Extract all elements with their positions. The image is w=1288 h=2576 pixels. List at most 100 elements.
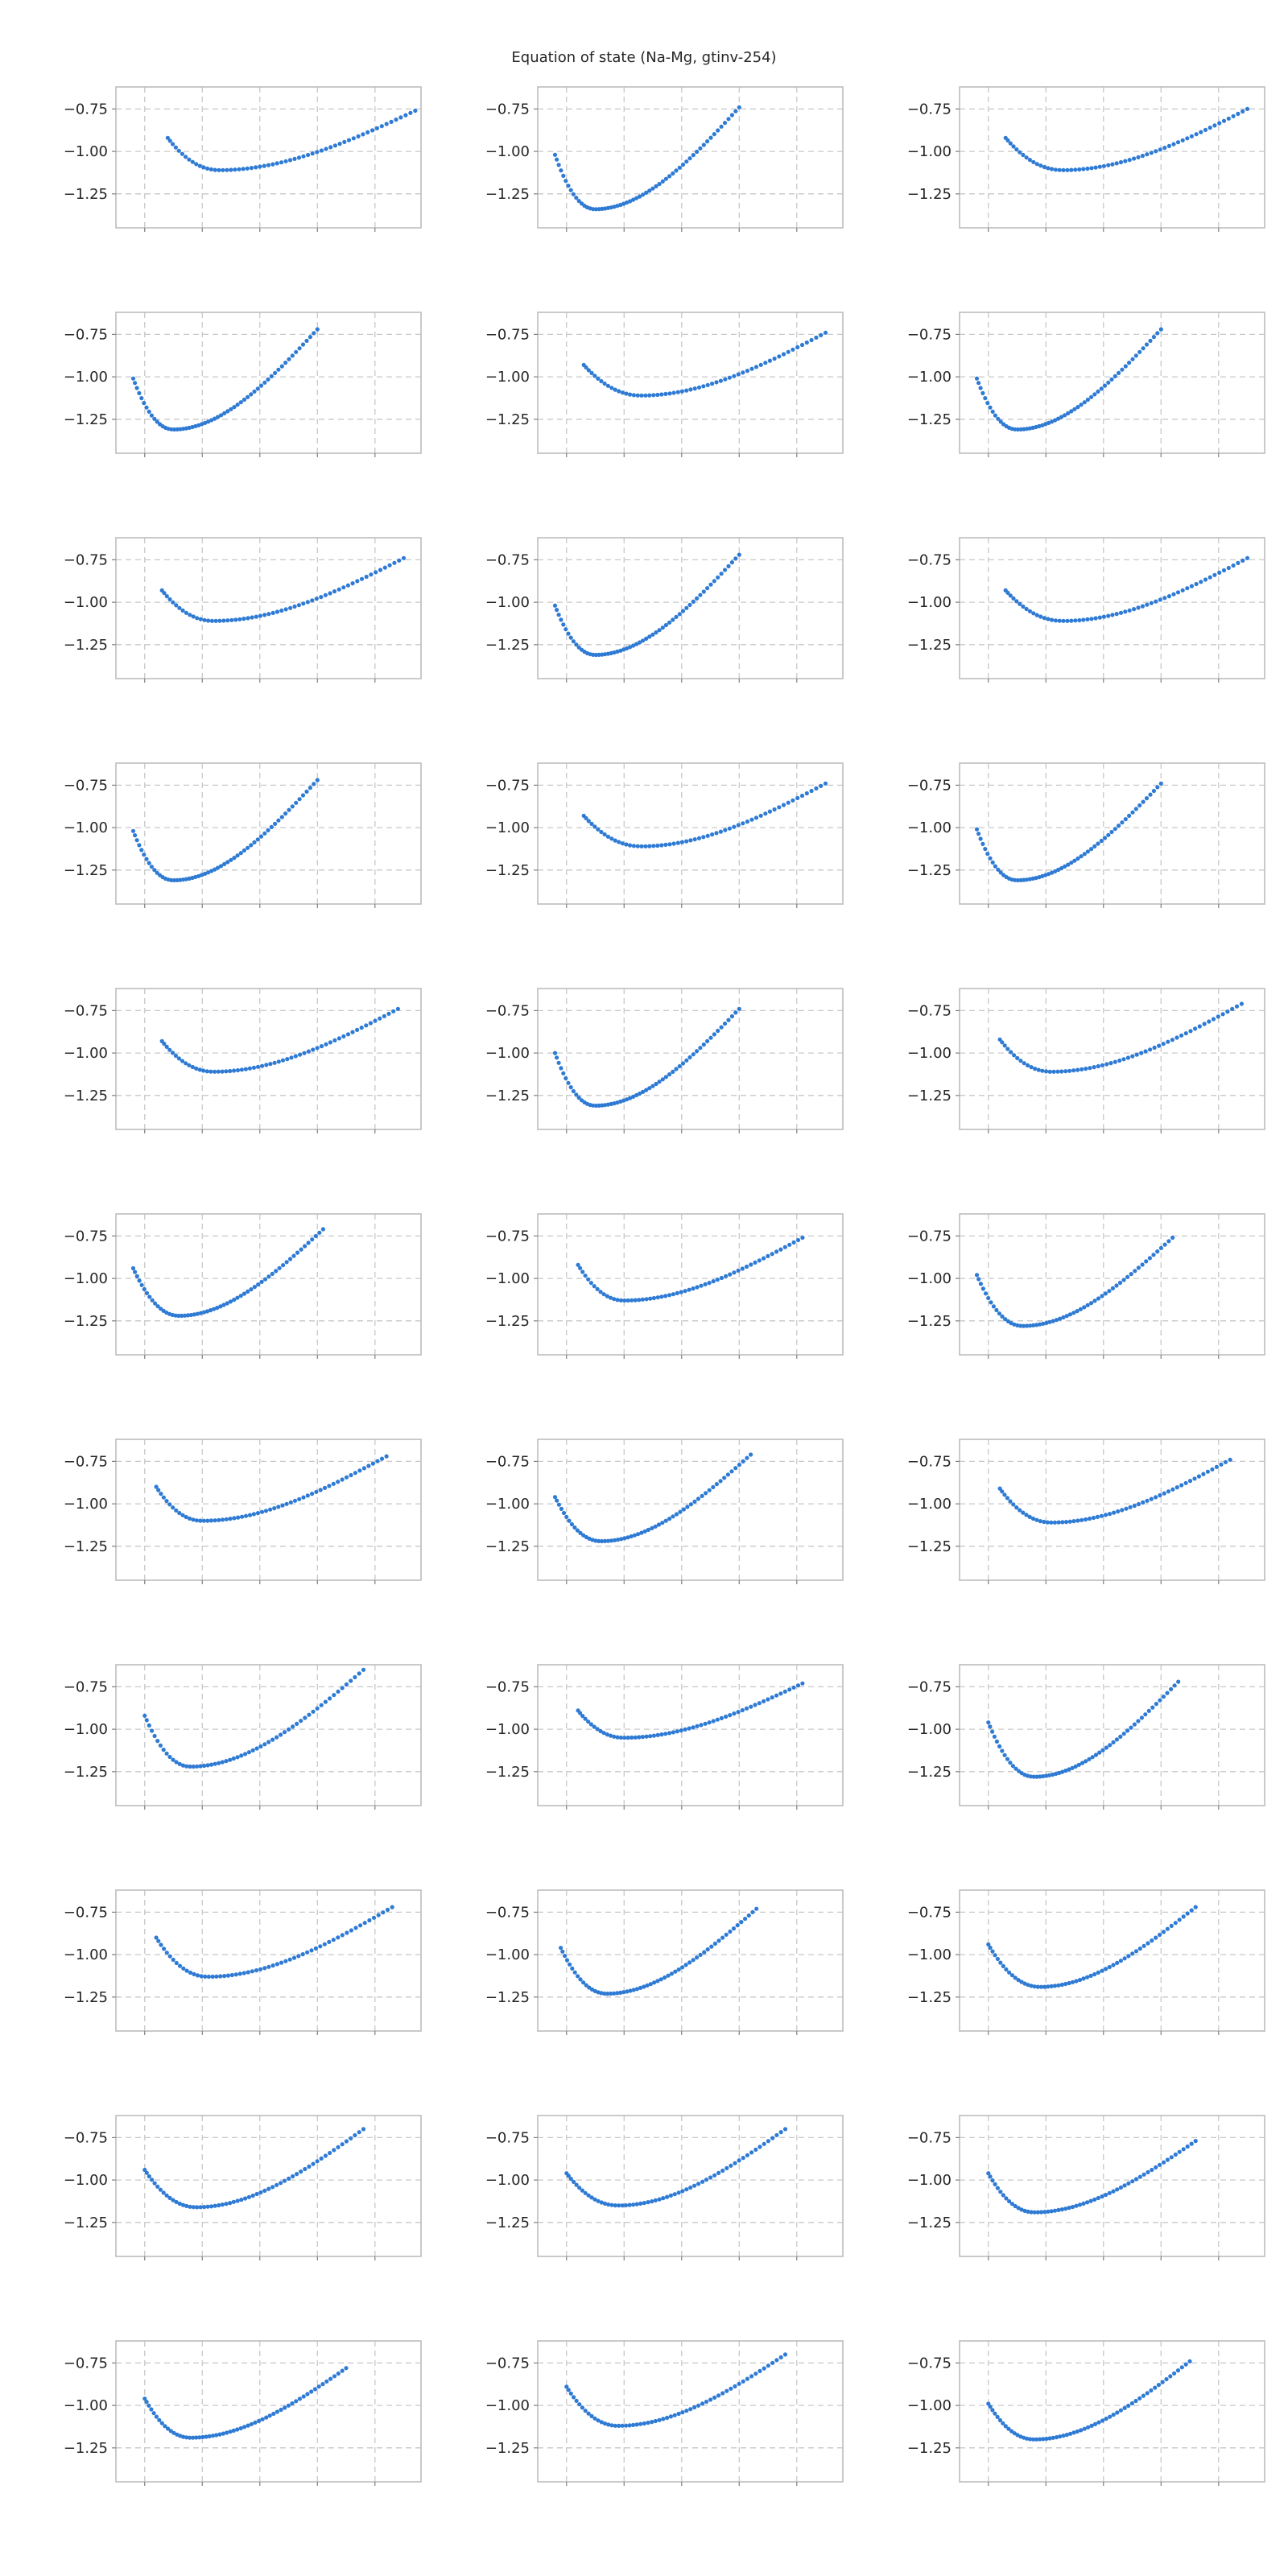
data-point — [599, 829, 604, 835]
data-point — [319, 148, 324, 153]
data-point — [587, 1985, 592, 1990]
data-point — [1154, 1702, 1158, 1707]
data-point — [575, 1528, 580, 1533]
data-point — [394, 118, 398, 122]
series-points — [997, 1001, 1244, 1074]
data-point — [574, 2398, 579, 2403]
data-point — [1174, 1485, 1179, 1490]
data-point — [180, 1513, 185, 1517]
data-point — [1203, 577, 1208, 582]
data-point — [133, 381, 138, 386]
data-point — [650, 1084, 655, 1088]
data-point — [336, 1935, 341, 1940]
data-point — [1110, 1286, 1115, 1290]
axes-frame — [959, 2115, 1265, 2257]
data-point — [1005, 1046, 1010, 1051]
data-point — [1060, 1769, 1065, 1774]
axes-frame — [959, 1439, 1265, 1581]
data-point — [620, 841, 625, 846]
data-point — [273, 821, 278, 826]
data-point — [744, 1706, 749, 1711]
data-point — [270, 1963, 275, 1968]
data-point — [266, 377, 270, 382]
data-point — [1132, 607, 1137, 612]
data-point — [698, 1046, 703, 1051]
data-point — [729, 1469, 734, 1474]
data-point — [1000, 1748, 1005, 1753]
data-point — [1125, 1055, 1130, 1060]
data-point — [1158, 147, 1162, 152]
data-point — [366, 1463, 371, 1468]
data-point — [647, 393, 652, 398]
data-point — [1231, 563, 1236, 568]
data-point — [586, 368, 591, 373]
data-point — [200, 2434, 205, 2439]
data-point — [228, 1068, 233, 1074]
data-point — [1183, 1031, 1188, 1036]
data-point — [296, 155, 302, 160]
data-point — [250, 1969, 254, 1974]
data-point — [684, 2187, 689, 2192]
data-point — [1133, 2177, 1139, 2182]
data-point — [663, 1075, 669, 1080]
data-point — [1111, 1740, 1116, 1744]
data-point — [319, 1044, 324, 1049]
data-point — [583, 2409, 588, 2413]
data-point — [612, 1734, 617, 1739]
data-point — [266, 163, 271, 167]
data-point — [195, 1764, 200, 1769]
data-point — [628, 1096, 633, 1100]
data-point — [258, 1967, 263, 1971]
data-point — [218, 1304, 223, 1309]
subplot-panel: −0.75−1.00−1.25 — [64, 1213, 422, 1359]
data-point — [640, 1297, 646, 1302]
data-point — [268, 1507, 273, 1512]
data-point — [272, 1060, 277, 1065]
data-point — [214, 1974, 219, 1979]
y-tick-label: −1.25 — [907, 186, 952, 203]
data-point — [986, 1295, 991, 1301]
data-point — [320, 2382, 325, 2387]
data-point — [712, 1941, 718, 1946]
data-point — [1100, 2194, 1104, 2199]
y-tick-label: −1.00 — [907, 1496, 952, 1513]
data-point — [382, 565, 387, 570]
data-point — [695, 1049, 700, 1054]
data-point — [814, 786, 819, 791]
data-point — [1165, 2157, 1170, 2162]
data-point — [595, 1286, 600, 1291]
data-point — [564, 1958, 570, 1963]
data-point — [714, 1482, 720, 1487]
data-point — [1064, 2433, 1069, 2438]
axes-frame — [537, 86, 844, 229]
data-point — [566, 2388, 571, 2392]
data-point — [1038, 1519, 1042, 1524]
data-point — [1056, 2207, 1061, 2212]
data-point — [209, 418, 214, 423]
data-point — [221, 167, 225, 172]
data-point — [130, 828, 136, 833]
data-point — [147, 861, 151, 865]
data-point — [1038, 614, 1043, 619]
series-points — [159, 555, 407, 623]
data-point — [638, 194, 642, 199]
data-point — [311, 1709, 316, 1714]
data-point — [231, 1756, 236, 1761]
data-point — [1088, 2198, 1093, 2203]
data-point — [252, 1285, 257, 1290]
data-point — [684, 1058, 689, 1063]
subplot-panel: −0.75−1.00−1.25 — [907, 1439, 1265, 1584]
data-point — [1104, 2192, 1108, 2198]
data-point — [561, 1071, 566, 1075]
y-tick-label: −1.00 — [485, 1045, 530, 1062]
data-point — [252, 389, 257, 394]
data-point — [266, 828, 270, 832]
data-point — [708, 2175, 713, 2180]
data-point — [719, 1275, 724, 1281]
data-point — [159, 2421, 164, 2425]
data-point — [1037, 875, 1042, 880]
data-point — [302, 1051, 307, 1055]
data-point — [276, 1059, 281, 1064]
data-point — [1117, 1058, 1122, 1063]
data-point — [237, 167, 242, 171]
